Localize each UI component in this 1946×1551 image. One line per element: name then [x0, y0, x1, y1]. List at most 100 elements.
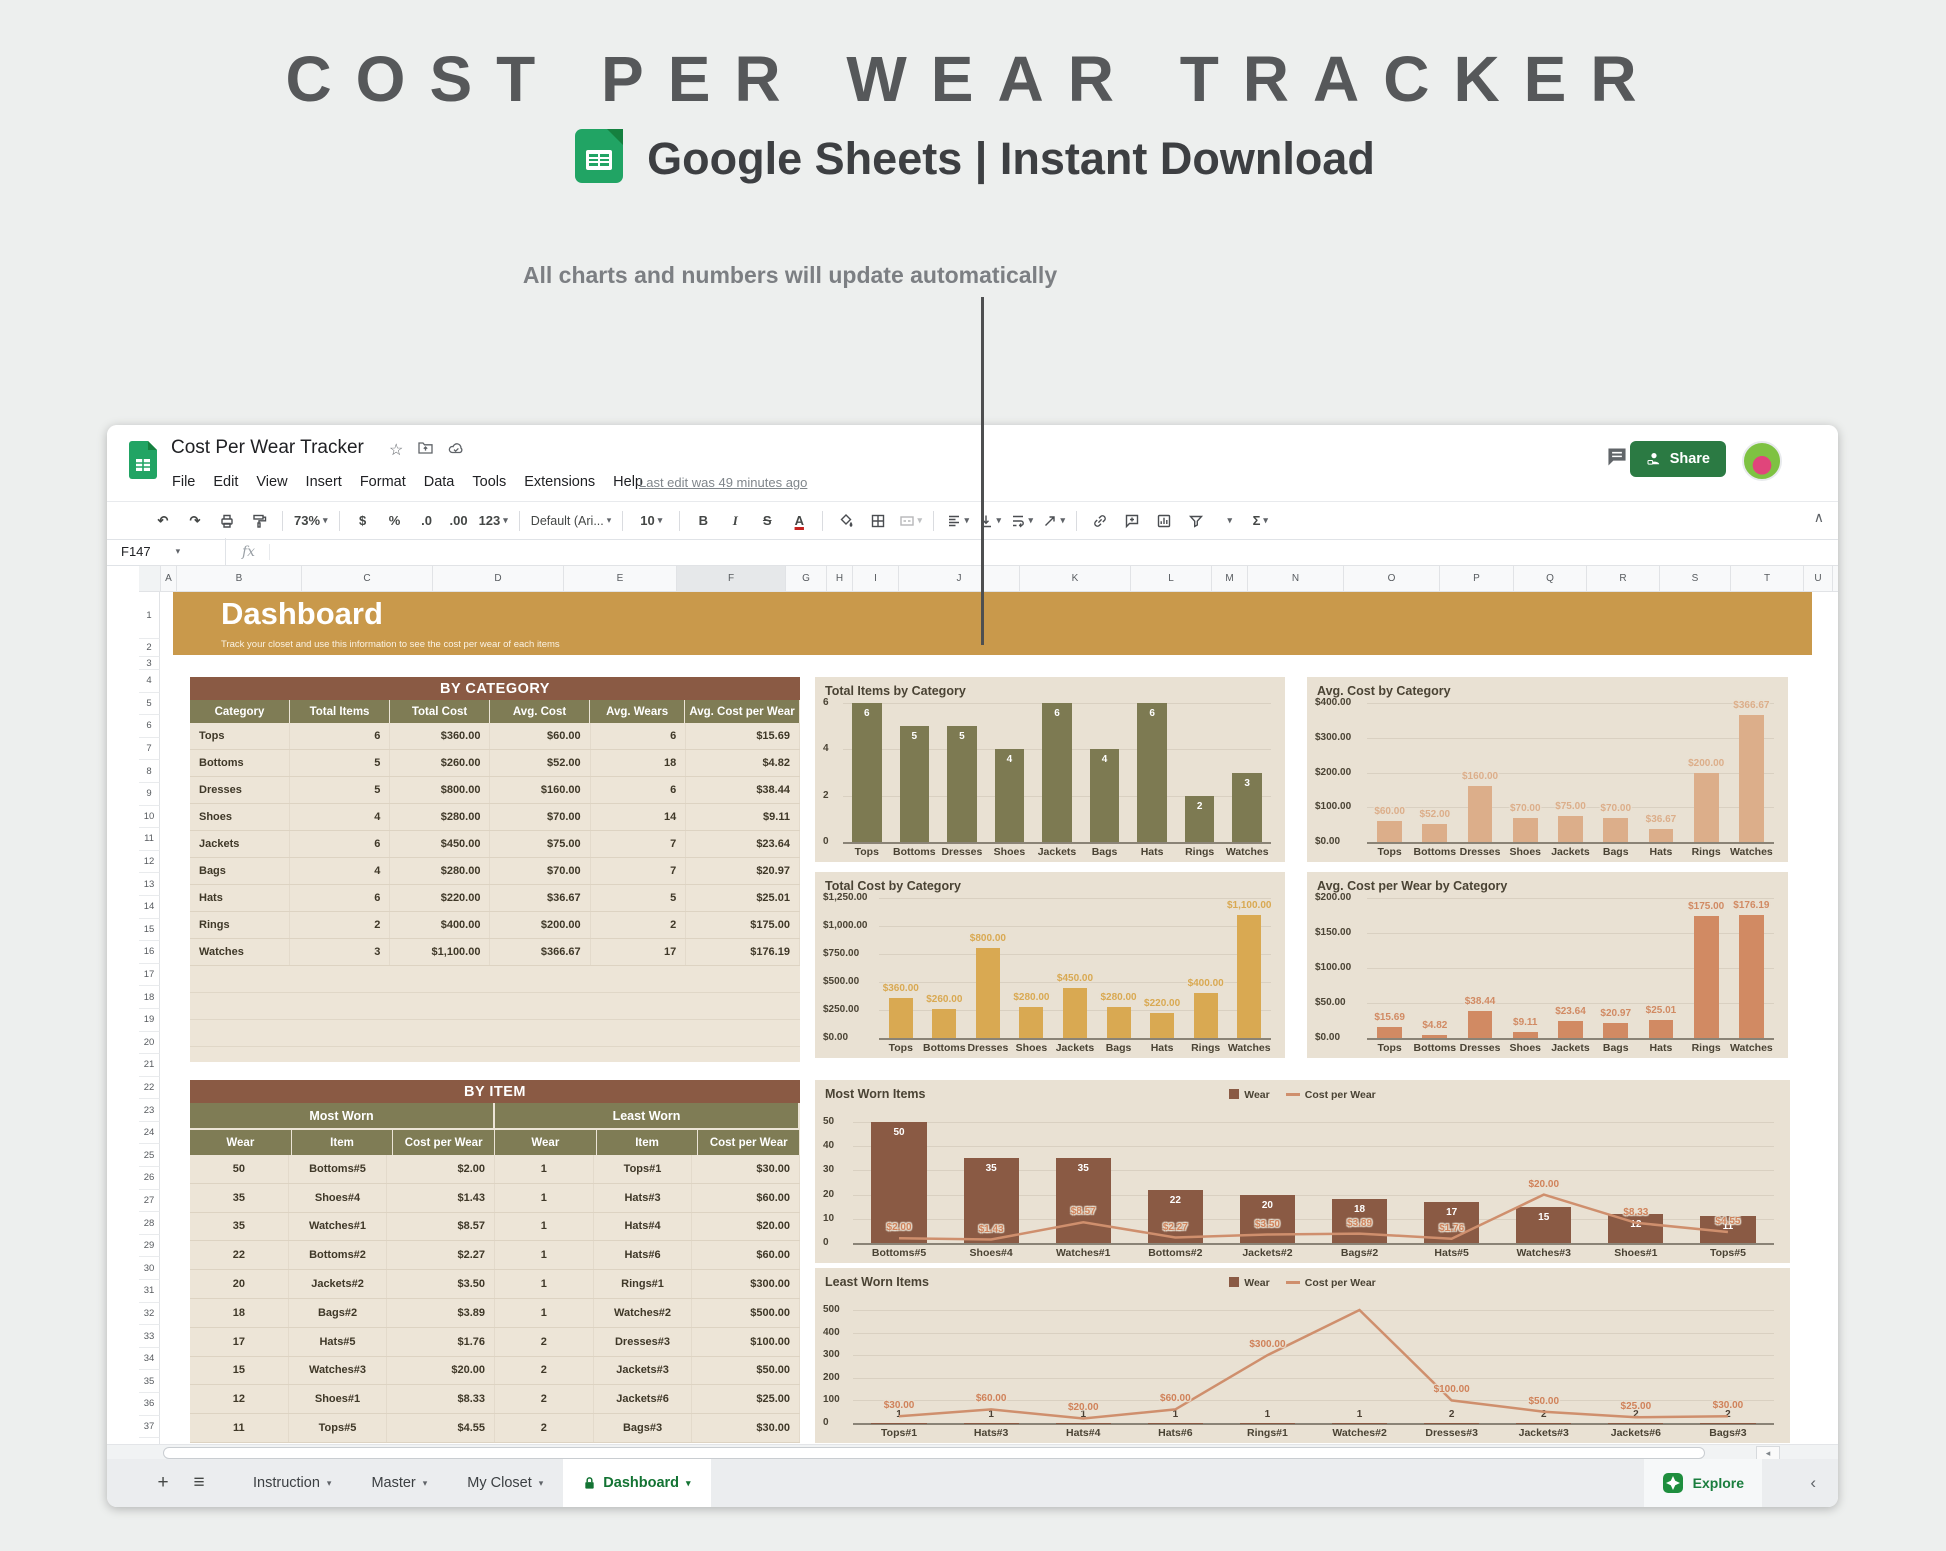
cell[interactable]: 18 [591, 750, 687, 776]
cell[interactable]: Dresses#3 [594, 1327, 693, 1356]
cell[interactable]: 18 [190, 1298, 289, 1327]
cell[interactable]: 2 [495, 1414, 594, 1442]
row-header-18[interactable]: 18 [139, 986, 160, 1009]
format-currency-button[interactable]: $ [358, 513, 367, 528]
column-header-S[interactable]: S [1660, 565, 1731, 592]
cell[interactable]: $20.97 [686, 858, 800, 884]
column-header-K[interactable]: K [1020, 565, 1131, 592]
by-category-table[interactable]: BY CATEGORY Category Total Items Total Cost… [190, 677, 800, 1062]
row-header-29[interactable]: 29 [139, 1234, 160, 1258]
column-header-T[interactable]: T [1731, 565, 1804, 592]
row-header-10[interactable]: 10 [139, 805, 160, 829]
column-header-O[interactable]: O [1344, 565, 1440, 592]
filter-views-caret[interactable]: ▾ [1227, 515, 1233, 525]
cell[interactable]: $70.00 [490, 858, 591, 884]
column-header-C[interactable]: C [302, 565, 433, 592]
sheet-canvas[interactable]: Dashboard Track your closet and use this… [160, 592, 1838, 1445]
cell[interactable]: $366.67 [490, 939, 591, 965]
cell[interactable]: 35 [190, 1212, 289, 1241]
column-header-M[interactable]: M [1212, 565, 1248, 592]
vertical-align-icon[interactable]: ▾ [973, 508, 1005, 534]
cell[interactable]: 11 [190, 1414, 289, 1442]
cell[interactable]: Dresses [190, 777, 291, 803]
cell[interactable]: Bags [190, 858, 291, 884]
cell[interactable]: 1 [495, 1183, 594, 1212]
cell[interactable]: 1 [495, 1212, 594, 1241]
horizontal-align-icon[interactable]: ▾ [941, 508, 973, 534]
cell[interactable]: 15 [190, 1356, 289, 1385]
column-header-P[interactable]: P [1440, 565, 1514, 592]
column-header[interactable]: Total Cost [390, 700, 491, 723]
cell[interactable]: 7 [591, 831, 687, 857]
paint-format-icon[interactable] [243, 508, 275, 534]
tab-master[interactable]: Master ▾ [351, 1459, 447, 1507]
cell[interactable]: 5 [290, 777, 391, 803]
row-header-22[interactable]: 22 [139, 1076, 160, 1100]
column-header-U[interactable]: U [1804, 565, 1833, 592]
format-percent-button[interactable]: % [388, 513, 401, 528]
cell[interactable]: 2 [495, 1385, 594, 1414]
insert-comment-icon[interactable] [1116, 508, 1148, 534]
row-header-8[interactable]: 8 [139, 760, 160, 783]
cell[interactable]: 1 [495, 1155, 594, 1183]
row-header-12[interactable]: 12 [139, 850, 160, 874]
cell[interactable]: $30.00 [692, 1414, 801, 1442]
document-title[interactable]: Cost Per Wear Tracker [171, 437, 364, 458]
cell[interactable]: Jackets#3 [594, 1356, 693, 1385]
cell[interactable]: 12 [190, 1385, 289, 1414]
cell[interactable]: $1.76 [387, 1327, 496, 1356]
cell[interactable]: $36.67 [490, 885, 591, 911]
menu-tools[interactable]: Tools [472, 474, 507, 490]
decrease-decimal-button[interactable]: .0 [421, 513, 432, 528]
row-header-7[interactable]: 7 [139, 737, 160, 761]
row-header-34[interactable]: 34 [139, 1347, 160, 1371]
row-header-33[interactable]: 33 [139, 1325, 160, 1348]
merge-cells-icon[interactable]: ▾ [894, 508, 926, 534]
cell[interactable]: 2 [495, 1327, 594, 1356]
share-button[interactable]: Share [1629, 441, 1726, 477]
row-header-30[interactable]: 30 [139, 1257, 160, 1281]
cell[interactable]: 1 [495, 1241, 594, 1270]
cell[interactable]: $3.50 [387, 1270, 496, 1298]
cell[interactable]: Bottoms#5 [289, 1155, 388, 1183]
undo-icon[interactable]: ↶ [157, 512, 169, 528]
explore-button[interactable]: Explore [1643, 1459, 1762, 1507]
row-header-20[interactable]: 20 [139, 1031, 160, 1055]
column-header-N[interactable]: N [1248, 565, 1344, 592]
avatar[interactable] [1742, 441, 1782, 481]
cell[interactable]: $220.00 [390, 885, 491, 911]
column-header[interactable]: Cost per Wear [393, 1130, 496, 1155]
row-header-25[interactable]: 25 [139, 1144, 160, 1168]
cell[interactable]: 17 [190, 1327, 289, 1356]
text-wrap-icon[interactable]: ▾ [1005, 508, 1037, 534]
column-header[interactable]: Avg. Cost per Wear [685, 700, 800, 723]
cell[interactable]: $70.00 [490, 804, 591, 830]
cell[interactable]: 7 [591, 858, 687, 884]
cell[interactable]: Shoes#4 [289, 1183, 388, 1212]
cell[interactable]: Tops#1 [594, 1155, 693, 1183]
cell[interactable]: $38.44 [686, 777, 800, 803]
cell[interactable]: Rings#1 [594, 1270, 693, 1298]
menu-format[interactable]: Format [359, 474, 406, 490]
menu-edit[interactable]: Edit [213, 474, 239, 490]
cell[interactable]: 14 [591, 804, 687, 830]
cell[interactable]: $75.00 [490, 831, 591, 857]
column-header-G[interactable]: G [786, 565, 827, 592]
cell[interactable]: Watches#3 [289, 1356, 388, 1385]
cell[interactable]: $1.43 [387, 1183, 496, 1212]
cell[interactable]: $4.55 [387, 1414, 496, 1442]
scroll-button[interactable]: ◂ [1756, 1446, 1780, 1460]
row-header-14[interactable]: 14 [139, 895, 160, 919]
tab-instruction[interactable]: Instruction ▾ [233, 1459, 351, 1507]
cell[interactable]: $1,100.00 [390, 939, 491, 965]
tab-my-closet[interactable]: My Closet ▾ [447, 1459, 563, 1507]
cell[interactable]: $175.00 [686, 912, 800, 938]
cell[interactable]: 2 [591, 912, 687, 938]
row-header-15[interactable]: 15 [139, 918, 160, 942]
chart-avg-cost-per-wear-by-category[interactable]: Avg. Cost per Wear by Category $0.00 $50.0… [1307, 872, 1788, 1058]
print-icon[interactable] [211, 508, 243, 534]
row-header-37[interactable]: 37 [139, 1415, 160, 1439]
cell[interactable]: $20.00 [387, 1356, 496, 1385]
cell[interactable]: Hats#4 [594, 1212, 693, 1241]
text-color-button[interactable]: A [794, 513, 804, 528]
